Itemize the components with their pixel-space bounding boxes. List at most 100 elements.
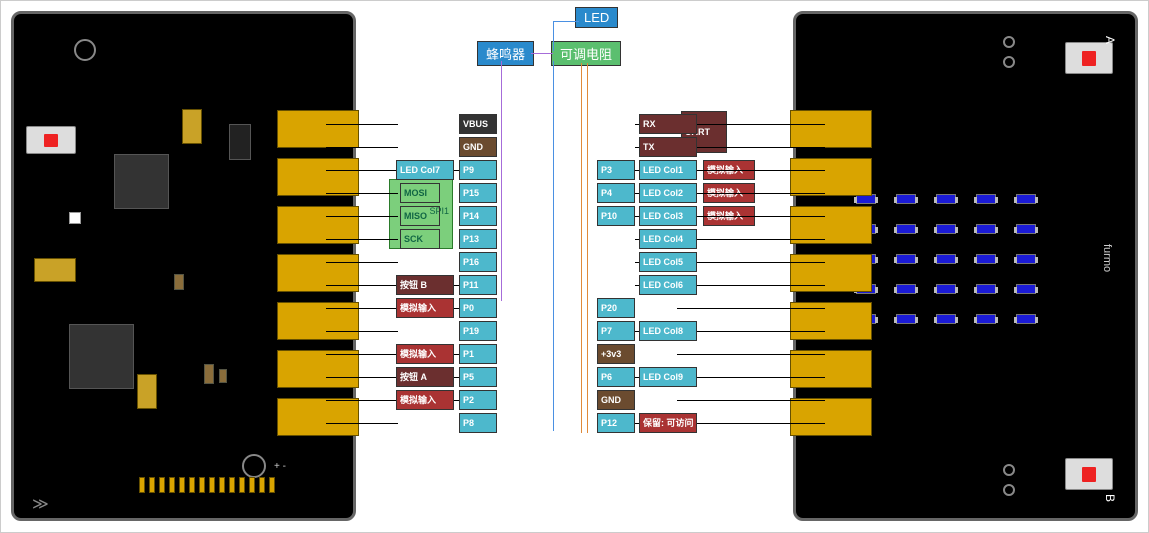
wire (326, 331, 398, 332)
ext-box: 按钮 A (396, 367, 454, 387)
gold-pad (249, 477, 255, 493)
button-a[interactable] (1065, 42, 1113, 74)
wire (697, 285, 825, 286)
wire (635, 239, 639, 240)
led-pixel (976, 284, 996, 294)
wire (501, 61, 502, 301)
wire (677, 308, 825, 309)
gold-pad (277, 254, 359, 292)
chip-mcu-2 (69, 324, 134, 389)
ext-box: LED Col8 (639, 321, 697, 341)
button-b[interactable] (1065, 458, 1113, 490)
chip-mcu-1 (114, 154, 169, 209)
wire (697, 147, 825, 148)
button-left-board[interactable] (26, 126, 76, 154)
led-pixel (976, 224, 996, 234)
wire (326, 193, 398, 194)
wire (326, 377, 398, 378)
pin-P2: P2 (459, 390, 497, 410)
wire (326, 239, 398, 240)
pin-P7: P7 (597, 321, 635, 341)
wire (677, 354, 825, 355)
top-label-led: LED (575, 7, 618, 28)
component-gold-2 (137, 374, 157, 409)
led-pixel (976, 194, 996, 204)
wire (635, 423, 639, 424)
wire (531, 53, 553, 54)
gold-pad (277, 350, 359, 388)
bluetooth-icon: ≫ (32, 494, 49, 514)
gold-pad (219, 477, 225, 493)
wire (326, 285, 398, 286)
wire (697, 262, 825, 263)
wire (677, 400, 825, 401)
ext-box: LED Col4 (639, 229, 697, 249)
ext-box: TX (639, 137, 697, 157)
led-pixel (936, 224, 956, 234)
ext-box: 模拟输入 (396, 344, 454, 364)
led-pixel (1016, 224, 1036, 234)
wire (635, 147, 639, 148)
smd (204, 364, 214, 384)
ext-box: LED Col9 (639, 367, 697, 387)
gold-pad (277, 158, 359, 196)
wire (697, 331, 825, 332)
wire (697, 124, 825, 125)
led-pixel (976, 314, 996, 324)
led-pixel (936, 194, 956, 204)
wire (587, 63, 588, 433)
top-label-adjustable: 可调电阻 (551, 41, 621, 66)
gold-pad (209, 477, 215, 493)
pin-P14: P14 (459, 206, 497, 226)
gold-pad (199, 477, 205, 493)
wire (697, 423, 825, 424)
gold-pad (790, 350, 872, 388)
ext-box: LED Col1 (639, 160, 697, 180)
mounting-hole (1003, 36, 1015, 48)
pin-P0: P0 (459, 298, 497, 318)
pin-GND: GND (459, 137, 497, 157)
gold-pad (790, 254, 872, 292)
top-label-buzzer: 蜂鸣器 (477, 41, 534, 66)
pin-P16: P16 (459, 252, 497, 272)
wire (697, 193, 825, 194)
wire (326, 147, 398, 148)
diagram-canvas: + - ≫ A B furmo LED 蜂鸣器 可调电阻 SPI1 (0, 0, 1149, 533)
pin-P13: P13 (459, 229, 497, 249)
ext-box: 按钮 B (396, 275, 454, 295)
spi-pin: MOSI (400, 183, 440, 203)
wire (326, 423, 398, 424)
ext-box: 模拟输入 (396, 298, 454, 318)
wire (326, 262, 398, 263)
gold-pad (169, 477, 175, 493)
pin-GND: GND (597, 390, 635, 410)
wire (635, 193, 639, 194)
gold-pad (139, 477, 145, 493)
wire (635, 170, 639, 171)
led-pixel (896, 254, 916, 264)
gold-pad (277, 110, 359, 148)
ext-box: LED Col7 (396, 160, 454, 180)
wire (326, 170, 398, 171)
plus-icon: + - (274, 461, 286, 472)
pin-P6: P6 (597, 367, 635, 387)
wire (697, 216, 825, 217)
led-pixel (1016, 254, 1036, 264)
led-pixel (896, 284, 916, 294)
ext-box: LED Col6 (639, 275, 697, 295)
wire (553, 21, 579, 22)
ext-box: 保留: 可访问 (639, 413, 697, 433)
mounting-hole (1003, 56, 1015, 68)
wire (635, 262, 639, 263)
mounting-hole (74, 39, 96, 61)
led-pixel (896, 314, 916, 324)
gold-pad (189, 477, 195, 493)
component-gold-1 (182, 109, 202, 144)
pin-P3: P3 (597, 160, 635, 180)
ext-box: RX (639, 114, 697, 134)
gold-pad (149, 477, 155, 493)
led-pixel (936, 284, 956, 294)
pin-P12: P12 (597, 413, 635, 433)
gold-pad (269, 477, 275, 493)
led-pixel (1016, 284, 1036, 294)
